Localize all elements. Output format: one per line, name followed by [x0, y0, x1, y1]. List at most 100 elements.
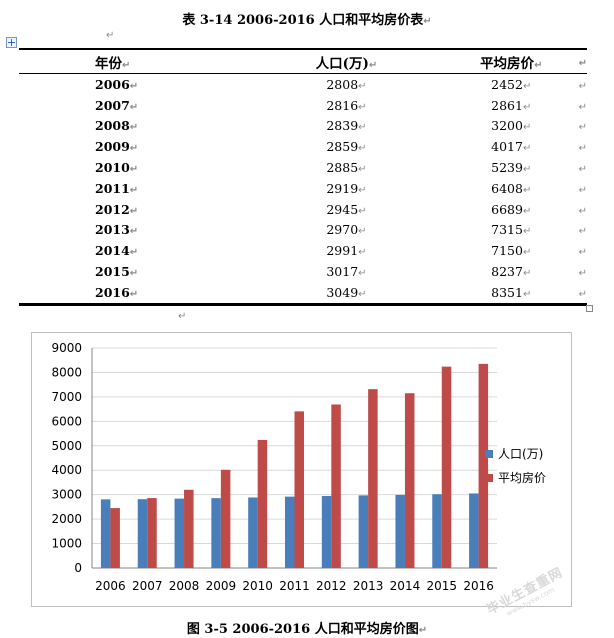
table-row: 2015↵ 3017↵ 8237↵ ↵ [19, 261, 587, 282]
table-row: 2012↵ 2945↵ 6689↵ ↵ [19, 199, 587, 220]
cell-population: 2816↵ [326, 97, 367, 113]
row-end-mark: ↵ [578, 143, 587, 155]
cell-year: 2007↵ [95, 97, 139, 113]
row-end-mark: ↵ [578, 164, 587, 176]
cell-population: 2991↵ [326, 243, 367, 259]
cell-price: 4017↵ [491, 139, 532, 155]
cell-population: 2808↵ [326, 76, 367, 92]
bar-price [220, 469, 231, 568]
row-end-mark: ↵ [578, 48, 587, 74]
cell-population: 2970↵ [326, 222, 367, 238]
bar-chart: 0 1000 2000 3000 4000 5000 6000 7000 8000 9000 200… [51, 341, 546, 593]
bar-population [248, 497, 258, 568]
row-end-mark: ↵ [578, 184, 587, 196]
figure-caption: 图 3-5 2006-2016 人口和平均房价图↵ [186, 622, 428, 637]
bar-population [100, 499, 111, 568]
bar-price [331, 404, 341, 568]
y-tick-label: 2000 [51, 512, 82, 526]
bar-price [441, 366, 452, 568]
cell-population: 3017↵ [326, 264, 367, 280]
cell-year: 2011↵ [95, 180, 139, 196]
x-tick-label: 2013 [353, 579, 384, 593]
y-tick-label: 4000 [51, 463, 82, 477]
x-tick-label: 2012 [316, 579, 347, 593]
bar-population [211, 498, 221, 568]
column-header-price: 平均房价↵ [443, 48, 579, 74]
cell-price: 7315↵ [491, 222, 532, 238]
cell-population: 2945↵ [326, 201, 367, 217]
cell-price: 2861↵ [491, 97, 532, 113]
legend-label: 人口(万) [498, 447, 543, 461]
row-end-mark: ↵ [578, 101, 587, 113]
cell-price: 7150↵ [491, 243, 532, 259]
table-row: 2013↵ 2970↵ 7315↵ ↵ [19, 220, 587, 241]
cell-price: 6408↵ [491, 180, 532, 196]
cell-year: 2012↵ [95, 201, 139, 217]
cell-price: 3200↵ [491, 118, 532, 134]
bar-population [137, 499, 148, 568]
bar-population [395, 494, 405, 568]
bar-population [432, 494, 442, 568]
paragraph-mark: ↵ [106, 30, 115, 41]
cell-price: 2452↵ [491, 76, 532, 92]
table-row: 2006↵ 2808↵ 2452↵ ↵ [19, 74, 587, 95]
x-tick-label: 2006 [95, 579, 126, 593]
population-price-table: 年份↵ 人口(万)↵ 平均房价↵ ↵ 2006↵ 2808↵ 2452↵ ↵ 2007↵… [19, 48, 587, 306]
cell-year: 2015↵ [95, 264, 139, 280]
bar-price [257, 439, 268, 568]
row-end-mark: ↵ [578, 268, 587, 280]
y-tick-label: 1000 [51, 537, 82, 551]
row-end-mark: ↵ [578, 247, 587, 259]
y-tick-label: 9000 [51, 341, 82, 355]
bar-population [174, 498, 185, 568]
cell-population: 2859↵ [326, 139, 367, 155]
row-end-mark: ↵ [578, 226, 587, 238]
bar-population [469, 493, 479, 568]
x-tick-label: 2008 [169, 579, 200, 593]
y-tick-label: 3000 [51, 488, 82, 502]
bar-price [147, 498, 157, 568]
table-move-handle-icon[interactable] [6, 37, 17, 48]
x-tick-label: 2007 [132, 579, 163, 593]
x-tick-label: 2010 [242, 579, 273, 593]
cell-price: 8237↵ [491, 264, 532, 280]
y-tick-label: 7000 [51, 390, 82, 404]
cell-year: 2013↵ [95, 222, 139, 238]
cell-price: 5239↵ [491, 160, 532, 176]
cell-year: 2014↵ [95, 243, 139, 259]
bar-price [368, 389, 378, 568]
table-row: 2007↵ 2816↵ 2861↵ ↵ [19, 95, 587, 116]
bar-population [358, 495, 369, 568]
bar-price [478, 363, 489, 568]
column-header-year: 年份↵ [19, 48, 250, 74]
table-title: 表 3-14 2006-2016 人口和平均房价表↵ [182, 13, 432, 28]
y-tick-label: 6000 [51, 414, 82, 428]
table-header-row: 年份↵ 人口(万)↵ 平均房价↵ ↵ [19, 48, 587, 74]
legend-swatch [485, 450, 493, 458]
bar-price [404, 393, 415, 568]
table-row: 2009↵ 2859↵ 4017↵ ↵ [19, 136, 587, 157]
x-tick-label: 2016 [463, 579, 494, 593]
table-row: 2014↵ 2991↵ 7150↵ ↵ [19, 240, 587, 261]
cell-population: 2885↵ [326, 160, 367, 176]
y-tick-label: 0 [74, 561, 82, 575]
table-row: 2016↵ 3049↵ 8351↵ ↵ [19, 281, 587, 306]
cell-price: 8351↵ [443, 281, 579, 306]
paragraph-mark: ↵ [178, 311, 187, 322]
table-resize-handle[interactable] [586, 305, 593, 312]
table-row: 2008↵ 2839↵ 3200↵ ↵ [19, 116, 587, 137]
chart-frame: 0 1000 2000 3000 4000 5000 6000 7000 8000 9000 200… [31, 332, 572, 607]
cell-year: 2009↵ [95, 139, 139, 155]
table-row: 2011↵ 2919↵ 6408↵ ↵ [19, 178, 587, 199]
y-tick-label: 5000 [51, 439, 82, 453]
bar-price [110, 508, 120, 568]
x-tick-label: 2014 [390, 579, 421, 593]
cell-year: 2016↵ [19, 281, 250, 306]
cell-year: 2006↵ [95, 76, 139, 92]
cell-population: 2919↵ [326, 180, 367, 196]
row-end-mark: ↵ [578, 122, 587, 134]
cell-price: 6689↵ [491, 201, 532, 217]
bar-population [285, 496, 295, 568]
bar-price [184, 489, 194, 568]
x-tick-label: 2015 [426, 579, 457, 593]
